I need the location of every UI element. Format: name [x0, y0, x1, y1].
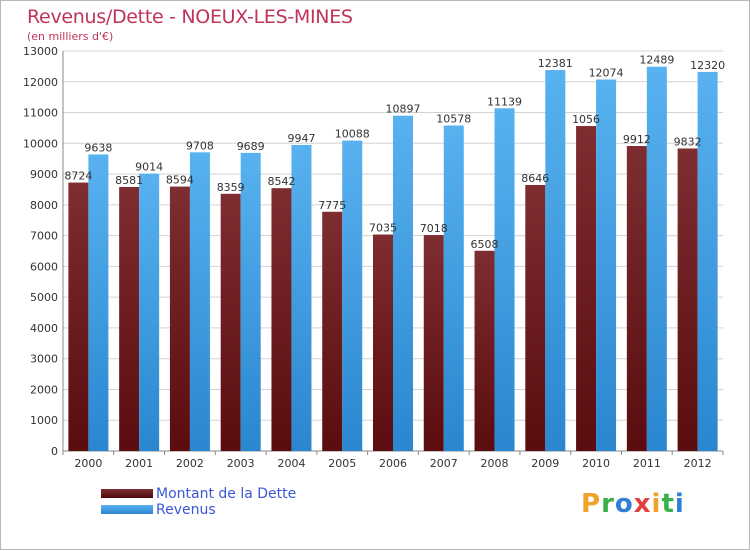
data-label-debt: 8594 [166, 174, 194, 187]
bar-revenue [646, 66, 667, 451]
y-tick-label: 5000 [30, 291, 58, 304]
data-label-revenue: 9014 [135, 161, 163, 174]
data-label-debt: 6508 [471, 238, 499, 251]
chart-subtitle: (en milliers d'€) [27, 30, 114, 43]
data-label-debt: 8542 [267, 175, 295, 188]
bar-debt [423, 235, 444, 451]
y-tick-label: 8000 [30, 199, 58, 212]
logo-letter: i [674, 489, 685, 519]
bar-debt [322, 211, 343, 451]
x-tick-label: 2003 [227, 457, 255, 470]
data-label-debt: 7775 [318, 199, 346, 212]
y-tick-label: 6000 [30, 260, 58, 273]
y-tick-label: 10000 [23, 137, 58, 150]
x-tick-label: 2005 [328, 457, 356, 470]
data-label-revenue: 9947 [287, 132, 315, 145]
x-tick-label: 2002 [176, 457, 204, 470]
x-tick-label: 2010 [582, 457, 610, 470]
bar-revenue [545, 70, 566, 452]
chart-title: Revenus/Dette - NOEUX-LES-MINES [27, 6, 353, 28]
data-label-debt: 8724 [64, 170, 92, 183]
bar-revenue [139, 173, 160, 451]
x-tick-label: 2007 [430, 457, 458, 470]
x-tick-label: 2000 [74, 457, 102, 470]
bar-debt [119, 186, 140, 451]
bar-revenue [494, 108, 515, 451]
y-tick-label: 13000 [23, 45, 58, 58]
x-tick-label: 2001 [125, 457, 153, 470]
data-label-revenue: 10578 [436, 113, 471, 126]
y-tick-label: 3000 [30, 353, 58, 366]
logo-letter: i [651, 489, 662, 519]
bar-revenue [240, 152, 261, 451]
proxiti-logo: Proxiti [581, 489, 685, 519]
bar-debt [220, 193, 241, 452]
bar-revenue [697, 71, 718, 451]
legend-label-debt: Montant de la Dette [156, 486, 297, 502]
y-tick-label: 2000 [30, 383, 58, 396]
data-label-revenue: 12074 [589, 66, 624, 79]
data-label-revenue: 9689 [237, 140, 265, 153]
data-label-revenue: 9638 [84, 141, 112, 154]
x-tick-label: 2011 [633, 457, 661, 470]
logo-letter: r [601, 489, 615, 519]
x-tick-label: 2008 [481, 457, 509, 470]
data-label-debt: 8359 [217, 181, 245, 194]
bar-debt [626, 146, 647, 451]
bar-revenue [596, 79, 617, 451]
bar-debt [271, 188, 292, 451]
bar-revenue [88, 154, 109, 451]
bar-debt [576, 126, 597, 452]
data-label-debt: 9832 [674, 135, 702, 148]
data-label-debt: 8581 [115, 174, 143, 187]
data-label-debt: 8646 [521, 172, 549, 185]
x-tick-label: 2012 [684, 457, 712, 470]
bar-debt [677, 148, 698, 451]
logo-letter: x [633, 489, 652, 519]
data-label-debt: 1056 [572, 113, 600, 126]
x-tick-label: 2009 [531, 457, 559, 470]
y-tick-label: 1000 [30, 414, 58, 427]
bar-debt [68, 182, 89, 452]
y-tick-label: 12000 [23, 76, 58, 89]
x-tick-label: 2004 [277, 457, 305, 470]
y-tick-label: 7000 [30, 230, 58, 243]
data-label-revenue: 11139 [487, 95, 522, 108]
y-tick-label: 0 [51, 445, 58, 458]
y-tick-label: 9000 [30, 168, 58, 181]
bar-revenue [189, 152, 210, 452]
data-label-revenue: 9708 [186, 139, 214, 152]
data-label-revenue: 12320 [690, 59, 725, 72]
bar-revenue [443, 125, 464, 452]
logo-letter: t [661, 489, 675, 519]
bar-debt [474, 250, 495, 451]
data-label-revenue: 12489 [639, 54, 674, 67]
bar-revenue [393, 115, 413, 451]
x-tick-label: 2006 [379, 457, 407, 470]
bar-revenue [291, 144, 312, 451]
legend-label-revenue: Revenus [156, 502, 216, 518]
bar-debt [169, 186, 190, 452]
data-label-debt: 7018 [420, 222, 448, 235]
bar-revenue [342, 140, 363, 451]
data-label-revenue: 12381 [538, 57, 573, 70]
y-tick-label: 11000 [23, 107, 58, 120]
bar-debt [373, 234, 393, 451]
y-tick-label: 4000 [30, 322, 58, 335]
legend-swatch-debt [101, 489, 153, 498]
logo-letter: P [581, 489, 602, 519]
data-label-revenue: 10088 [335, 128, 370, 141]
data-label-revenue: 10897 [386, 103, 421, 116]
legend-swatch-revenue [101, 505, 153, 514]
data-label-debt: 7035 [369, 222, 397, 235]
data-label-debt: 9912 [623, 133, 651, 146]
logo-letter: o [614, 489, 634, 519]
bar-debt [525, 184, 546, 451]
